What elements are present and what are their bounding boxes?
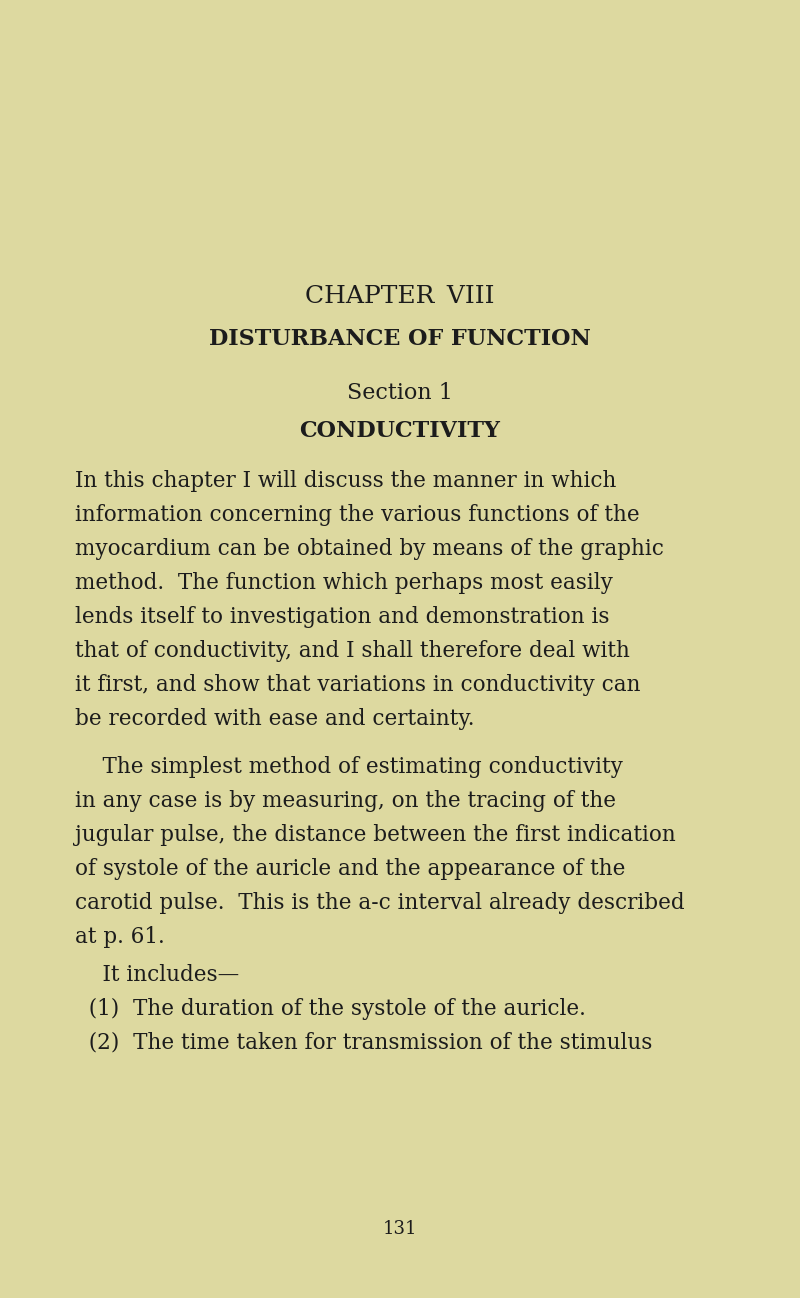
- Text: lends itself to investigation and demonstration is: lends itself to investigation and demons…: [75, 606, 610, 628]
- Text: (1)  The duration of the systole of the auricle.: (1) The duration of the systole of the a…: [75, 998, 586, 1020]
- Text: of systole of the auricle and the appearance of the: of systole of the auricle and the appear…: [75, 858, 626, 880]
- Text: be recorded with ease and certainty.: be recorded with ease and certainty.: [75, 707, 474, 729]
- Text: CONDUCTIVITY: CONDUCTIVITY: [299, 421, 501, 443]
- Text: in any case is by measuring, on the tracing of the: in any case is by measuring, on the trac…: [75, 790, 616, 813]
- Text: it first, and show that variations in conductivity can: it first, and show that variations in co…: [75, 674, 641, 696]
- Text: Section 1: Section 1: [347, 382, 453, 404]
- Text: 131: 131: [382, 1220, 418, 1238]
- Text: method.  The function which perhaps most easily: method. The function which perhaps most …: [75, 572, 613, 594]
- Text: (2)  The time taken for transmission of the stimulus: (2) The time taken for transmission of t…: [75, 1032, 652, 1054]
- Text: CHAPTER VIII: CHAPTER VIII: [306, 286, 494, 308]
- Text: information concerning the various functions of the: information concerning the various funct…: [75, 504, 640, 526]
- Text: jugular pulse, the distance between the first indication: jugular pulse, the distance between the …: [75, 824, 676, 846]
- Text: that of conductivity, and I shall therefore deal with: that of conductivity, and I shall theref…: [75, 640, 630, 662]
- Text: myocardium can be obtained by means of the graphic: myocardium can be obtained by means of t…: [75, 537, 664, 559]
- Text: It includes—: It includes—: [75, 964, 239, 986]
- Text: at p. 61.: at p. 61.: [75, 925, 165, 948]
- Text: DISTURBANCE OF FUNCTION: DISTURBANCE OF FUNCTION: [209, 328, 591, 350]
- Text: In this chapter I will discuss the manner in which: In this chapter I will discuss the manne…: [75, 470, 616, 492]
- Text: The simplest method of estimating conductivity: The simplest method of estimating conduc…: [75, 755, 623, 778]
- Text: carotid pulse.  This is the a-c interval already described: carotid pulse. This is the a-c interval …: [75, 892, 685, 914]
